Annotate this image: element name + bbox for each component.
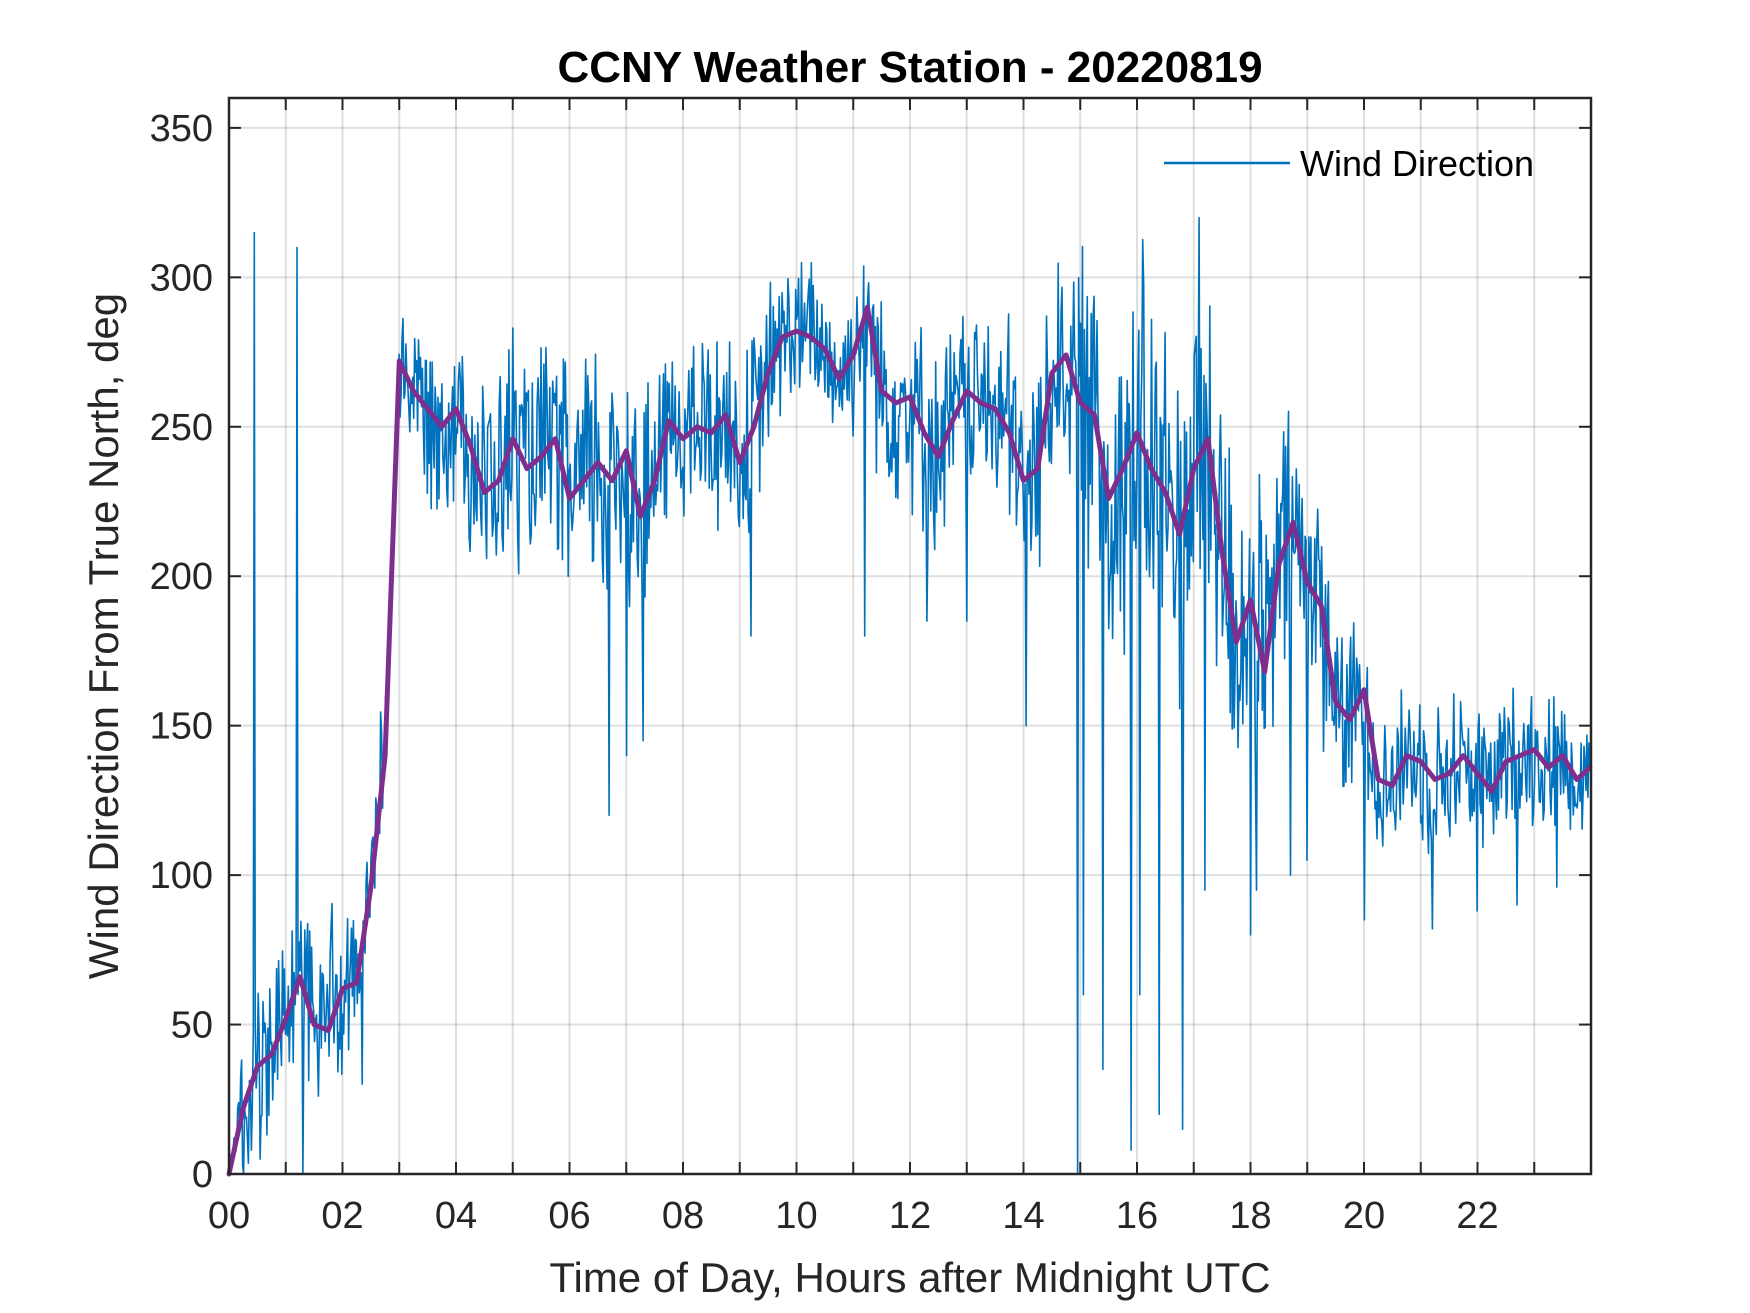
x-tick-label: 22 — [1456, 1195, 1498, 1237]
chart-title: CCNY Weather Station - 20220819 — [557, 43, 1262, 92]
legend: Wind Direction — [1164, 143, 1534, 184]
y-tick-labels: 0 50 100 150 200 250 300 350 — [150, 108, 213, 1196]
x-tick-label: 08 — [662, 1195, 704, 1237]
x-tick-labels: 00 02 04 06 08 10 12 14 16 18 20 22 — [208, 1195, 1499, 1237]
y-tick-label: 100 — [150, 855, 213, 897]
x-tick-label: 06 — [548, 1195, 590, 1237]
y-tick-label: 250 — [150, 407, 213, 449]
y-tick-label: 200 — [150, 556, 213, 598]
x-tick-label: 20 — [1343, 1195, 1385, 1237]
moving-average-line — [226, 304, 1593, 1177]
y-axis-label: Wind Direction From True North, deg — [80, 293, 127, 979]
x-tick-label: 02 — [321, 1195, 363, 1237]
x-tick-label: 18 — [1229, 1195, 1271, 1237]
wind-direction-series — [228, 216, 1591, 1175]
x-tick-label: 00 — [208, 1195, 250, 1237]
plot-area — [229, 98, 1591, 1174]
y-tick-label: 350 — [150, 108, 213, 150]
y-tick-label: 0 — [192, 1154, 213, 1196]
legend-label: Wind Direction — [1300, 143, 1534, 184]
x-tick-label: 16 — [1116, 1195, 1158, 1237]
x-tick-label: 04 — [435, 1195, 477, 1237]
ticks — [229, 98, 1591, 1175]
x-tick-label: 10 — [775, 1195, 817, 1237]
smoothed-series — [226, 304, 1593, 1177]
x-tick-label: 12 — [889, 1195, 931, 1237]
x-axis-label: Time of Day, Hours after Midnight UTC — [549, 1254, 1270, 1301]
x-tick-label: 14 — [1002, 1195, 1044, 1237]
y-tick-label: 300 — [150, 257, 213, 299]
y-tick-label: 50 — [171, 1005, 213, 1047]
y-tick-label: 150 — [150, 706, 213, 748]
wind-direction-line — [228, 216, 1591, 1175]
